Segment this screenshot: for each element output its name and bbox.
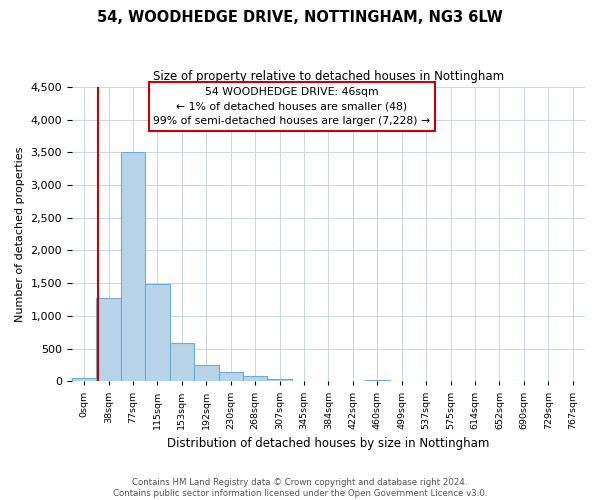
Bar [145, 284, 170, 382]
Bar [121, 152, 145, 382]
Bar [97, 298, 121, 382]
Bar [268, 380, 292, 382]
Bar [365, 380, 389, 382]
Bar [292, 380, 316, 382]
Text: Contains HM Land Registry data © Crown copyright and database right 2024.
Contai: Contains HM Land Registry data © Crown c… [113, 478, 487, 498]
X-axis label: Distribution of detached houses by size in Nottingham: Distribution of detached houses by size … [167, 437, 490, 450]
Title: Size of property relative to detached houses in Nottingham: Size of property relative to detached ho… [153, 70, 504, 83]
Text: 54 WOODHEDGE DRIVE: 46sqm
← 1% of detached houses are smaller (48)
99% of semi-d: 54 WOODHEDGE DRIVE: 46sqm ← 1% of detach… [153, 87, 430, 126]
Bar [218, 372, 243, 382]
Bar [72, 378, 97, 382]
Bar [243, 376, 268, 382]
Bar [194, 365, 218, 382]
Bar [170, 344, 194, 382]
Y-axis label: Number of detached properties: Number of detached properties [15, 146, 25, 322]
Text: 54, WOODHEDGE DRIVE, NOTTINGHAM, NG3 6LW: 54, WOODHEDGE DRIVE, NOTTINGHAM, NG3 6LW [97, 10, 503, 25]
